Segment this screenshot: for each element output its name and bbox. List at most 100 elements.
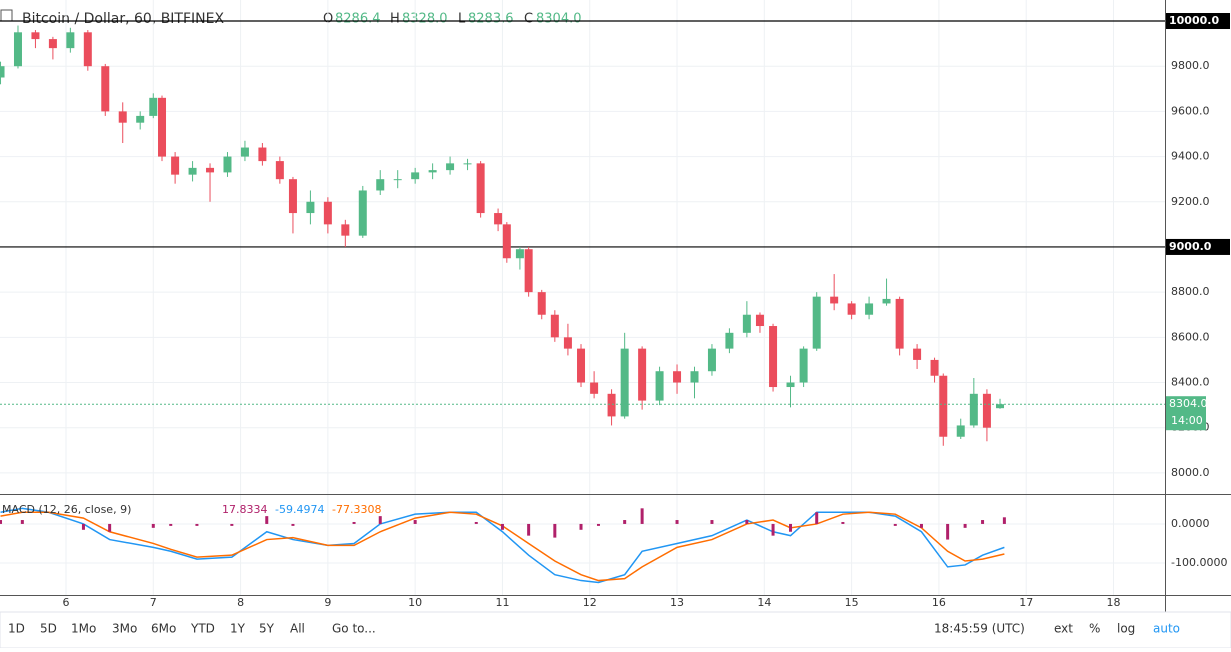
candle-body (830, 296, 839, 304)
toolbar (0, 611, 1231, 649)
candle-body (969, 393, 978, 426)
candle-body (306, 201, 315, 214)
candle-body (865, 303, 874, 315)
candle-body (275, 161, 284, 180)
symbol-title[interactable]: Bitcoin / Dollar, 60, BITFINEX (22, 11, 224, 27)
option-button[interactable]: ext (1054, 622, 1073, 636)
y-tick-label: 8600.0 (1171, 330, 1210, 343)
last-price-label: 8304.0 (1169, 397, 1208, 410)
range-button[interactable]: YTD (190, 622, 215, 636)
y-tick-label: -100.0000 (1171, 556, 1227, 569)
histogram-bar (108, 523, 112, 532)
x-tick-label: 6 (62, 596, 69, 609)
range-button[interactable]: 1Mo (71, 622, 96, 636)
indicator-value: 17.8334 (222, 503, 268, 516)
option-button[interactable]: log (1117, 622, 1135, 636)
x-tick-label: 9 (324, 596, 331, 609)
candle-body (206, 167, 215, 173)
candle-body (956, 425, 965, 437)
goto-button[interactable]: Go to... (332, 622, 376, 636)
histogram-bar (981, 520, 985, 524)
histogram-bar (789, 523, 793, 532)
histogram-bar (265, 516, 269, 524)
y-tick-label: 0.0000 (1171, 517, 1210, 530)
histogram-bar (553, 523, 557, 538)
histogram-bar (527, 523, 531, 536)
candle-body (118, 111, 127, 123)
candle-body (323, 201, 332, 225)
range-button[interactable]: 1Y (230, 622, 246, 636)
range-button[interactable]: All (290, 622, 305, 636)
candle-body (982, 393, 991, 428)
histogram-bar (640, 508, 644, 524)
y-tick-label: 9800.0 (1171, 59, 1210, 72)
range-button[interactable]: 5Y (259, 622, 275, 636)
histogram-bar (500, 523, 504, 530)
candle-body (590, 382, 599, 394)
candle-body (563, 337, 572, 349)
y-tick-label: 9600.0 (1171, 104, 1210, 117)
histogram-bar (230, 523, 234, 526)
x-tick-label: 17 (1019, 596, 1033, 609)
price-tag-label: 10000.0 (1169, 14, 1219, 27)
range-button[interactable]: 6Mo (151, 622, 176, 636)
histogram-bar (919, 523, 923, 528)
x-tick-label: 15 (845, 596, 859, 609)
candle-body (673, 371, 682, 383)
candle-body (847, 303, 856, 315)
option-button[interactable]: auto (1153, 622, 1180, 636)
candle-body (83, 32, 92, 67)
histogram-bar (151, 523, 155, 528)
candle-body (930, 359, 939, 376)
histogram-bar (1002, 517, 1006, 524)
option-button[interactable]: % (1089, 622, 1100, 636)
candle-body (411, 172, 420, 180)
histogram-bar (596, 523, 600, 526)
range-button[interactable]: 3Mo (112, 622, 137, 636)
candle-body (996, 404, 1005, 409)
candle-body (725, 332, 734, 349)
candle-body (655, 371, 664, 401)
y-tick-label: 8400.0 (1171, 376, 1210, 389)
ohlc-label: C (524, 12, 533, 27)
candle-body (769, 326, 778, 388)
candle-body (742, 314, 751, 333)
candle-body (607, 393, 616, 417)
candle-body (882, 298, 891, 304)
candle-body (13, 32, 22, 67)
candle-body (939, 375, 948, 437)
x-tick-label: 11 (495, 596, 509, 609)
candle-body (446, 163, 455, 171)
candle-body (101, 66, 110, 112)
range-button[interactable]: 5D (40, 622, 57, 636)
range-button[interactable]: 1D (8, 622, 25, 636)
x-tick-label: 16 (932, 596, 946, 609)
candle-body (223, 156, 232, 173)
ohlc-value: 8328.0 (402, 12, 448, 27)
candle-body (136, 115, 145, 123)
candle-body (358, 190, 367, 236)
histogram-bar (378, 516, 382, 524)
histogram-bar (0, 520, 3, 524)
candle-body (476, 163, 485, 214)
histogram-bar (841, 521, 845, 524)
y-tick-label: 9200.0 (1171, 195, 1210, 208)
candle-body (288, 179, 297, 214)
histogram-bar (623, 520, 627, 524)
clock: 18:45:59 (UTC) (934, 622, 1025, 636)
histogram-bar (413, 520, 417, 524)
candle-body (48, 39, 57, 49)
indicator-value: -77.3308 (332, 503, 381, 516)
histogram-bar (675, 520, 679, 524)
macd-line (0, 511, 1005, 582)
histogram-bar (745, 520, 749, 524)
ohlc-label: L (458, 12, 466, 27)
countdown: 14:00 (1171, 414, 1203, 427)
candle-body (258, 147, 267, 162)
x-tick-label: 7 (150, 596, 157, 609)
candle-body (786, 382, 795, 388)
histogram-bar (579, 523, 583, 530)
histogram-bar (815, 512, 819, 524)
candle-body (638, 348, 647, 401)
